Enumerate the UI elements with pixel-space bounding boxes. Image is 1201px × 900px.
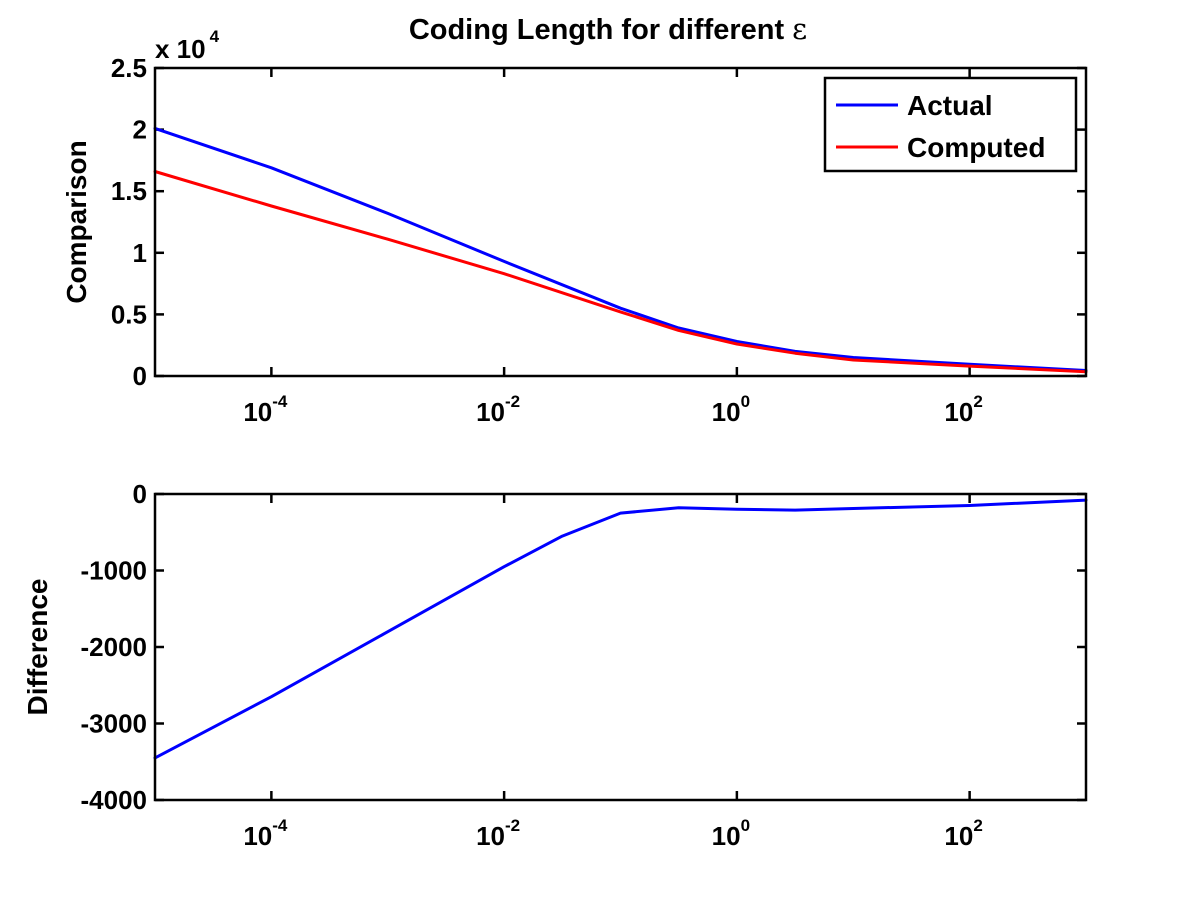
- axes-frame: [153, 66, 1088, 378]
- y-axis-label: Difference: [22, 579, 53, 716]
- y-tick-label: -1000: [81, 556, 148, 586]
- series-line-computed: [153, 170, 1088, 374]
- x-tick-label: 10-2: [476, 392, 520, 427]
- x-tick-label: 100: [712, 392, 750, 427]
- x-tick-label: 102: [944, 816, 982, 851]
- series-line-difference: [153, 498, 1088, 760]
- x-tick-label: 102: [944, 392, 982, 427]
- y-axis-label: Comparison: [61, 140, 92, 303]
- x-tick-label: 10-4: [243, 816, 288, 851]
- y-tick-label: 0: [133, 479, 147, 509]
- y-tick-label: 1: [133, 238, 147, 268]
- axes-frame: [153, 492, 1088, 802]
- bottom-axes-difference: -4000 -3000 -2000 -1000 0 10-4 10-2 100 102 Diffe…: [22, 479, 1088, 851]
- series-line-actual: [153, 126, 1088, 372]
- legend-box: [823, 76, 1078, 173]
- y-exponent-label: x 10 4: [155, 27, 220, 64]
- y-tick-label: -3000: [81, 709, 148, 739]
- y-tick-label: 2: [133, 115, 147, 145]
- legend-label-actual: Actual: [907, 90, 993, 121]
- chart-title-symbol: ε: [792, 12, 807, 46]
- chart-title: Coding Length for different ε: [409, 12, 807, 46]
- y-tick-label: 1.5: [111, 176, 147, 206]
- legend-label-computed: Computed: [907, 132, 1045, 163]
- x-tick-label: 10-4: [243, 392, 288, 427]
- top-axes-comparison: 0 0.5 1 1.5 2 2.5 10-4 10-2 100 102 Comparison x 10…: [61, 27, 1088, 427]
- x-tick-label: 100: [712, 816, 750, 851]
- chart-title-text: Coding Length for different: [409, 14, 785, 46]
- y-tick-label: 0.5: [111, 299, 147, 329]
- y-tick-label: 0: [133, 361, 147, 391]
- x-tick-label: 10-2: [476, 816, 520, 851]
- y-tick-label: -4000: [81, 785, 148, 815]
- y-tick-label: 2.5: [111, 53, 147, 83]
- y-tick-label: -2000: [81, 632, 148, 662]
